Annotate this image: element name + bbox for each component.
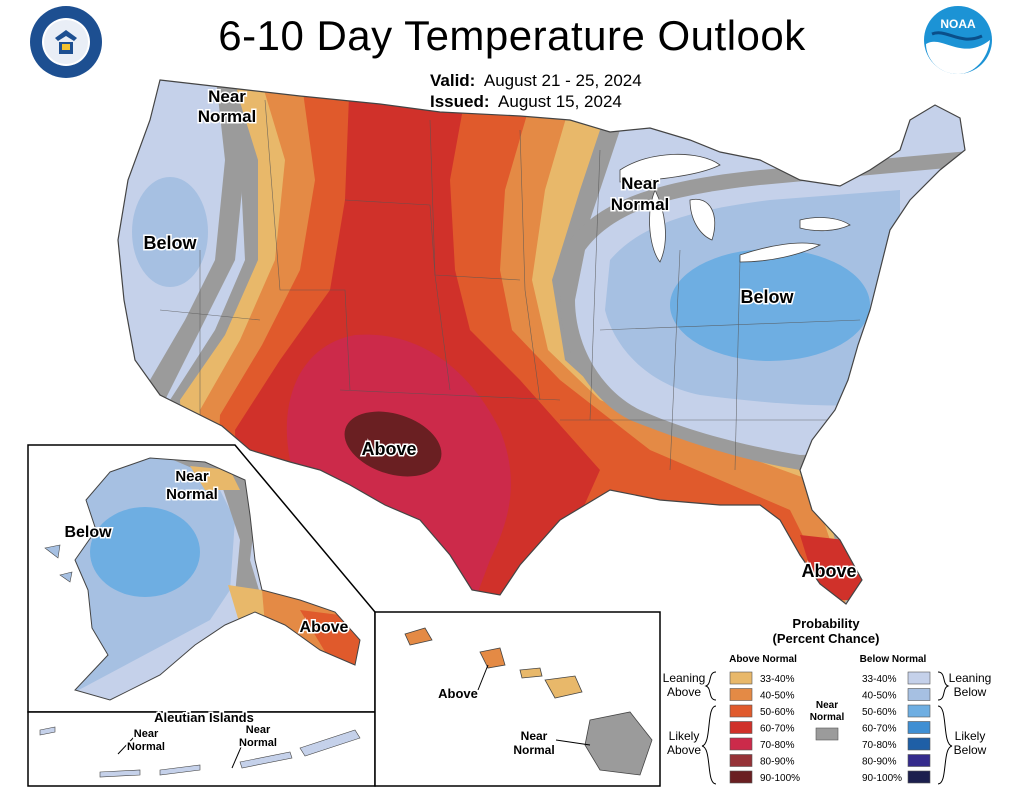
near-normal-label-2: Normal	[810, 712, 845, 723]
above-label-5: 80-90%	[760, 757, 795, 768]
hawaii-near-leader	[555, 739, 591, 746]
alaska-near-label: Near	[175, 468, 209, 485]
below-label-2: 50-60%	[862, 707, 897, 718]
likely-below-label-2: Below	[954, 743, 987, 757]
likely-below-label-1: Likely	[955, 729, 986, 743]
conus-west-below-label: Below	[143, 233, 197, 253]
above-swatch-1	[729, 688, 753, 701]
near-normal-swatch	[815, 727, 839, 741]
above-label-2: 50-60%	[760, 707, 795, 718]
leaning-below-label-2: Below	[954, 685, 987, 699]
noaa-logo-text: NOAA	[940, 17, 976, 31]
likely-above-label-1: Likely	[669, 729, 700, 743]
doc-seal-icon	[30, 6, 102, 78]
legend-below-header: Below Normal	[860, 654, 927, 665]
below-label-4: 70-80%	[862, 740, 897, 751]
noaa-logo-icon: NOAA	[924, 6, 992, 74]
aleutian-normal2-label: Normal	[239, 737, 277, 749]
conus-nw-near-label: Near	[208, 87, 246, 106]
above-swatch-0	[729, 671, 753, 685]
below-swatch-6	[907, 770, 931, 784]
below-swatch-4	[907, 737, 931, 751]
likely-above-brace	[701, 705, 717, 785]
aleutian-title: Aleutian Islands	[154, 710, 254, 725]
issued-label: Issued:	[430, 92, 490, 111]
probability-legend: Probability (Percent Chance) Above Norma…	[663, 616, 992, 785]
above-label-4: 70-80%	[760, 740, 795, 751]
leaning-above-label-2: Above	[667, 685, 701, 699]
above-label-6: 90-100%	[760, 773, 800, 784]
above-label-1: 40-50%	[760, 691, 795, 702]
alaska-islands	[44, 544, 73, 583]
above-swatch-2	[729, 704, 753, 718]
likely-below-brace	[937, 705, 953, 785]
aleutian-near1-leader	[117, 735, 136, 755]
issued-value: August 15, 2024	[498, 92, 622, 111]
likely-above-label-2: Above	[667, 743, 701, 757]
below-label-0: 33-40%	[862, 674, 897, 685]
great-lakes	[619, 153, 851, 263]
above-swatch-4	[729, 737, 753, 751]
issued-line: Issued: August 15, 2024	[430, 91, 642, 112]
below-swatch-5	[907, 754, 931, 767]
below-swatch-3	[907, 721, 931, 734]
hawaii-above-leader	[477, 664, 489, 691]
above-swatch-5	[729, 754, 753, 767]
leaning-above-brace	[704, 671, 717, 701]
conus-sw-above-label: Above	[361, 439, 416, 459]
conus-outline	[117, 79, 966, 605]
aleutian-near2-leader	[231, 737, 246, 769]
conus-shading	[118, 80, 965, 604]
alaska-outline	[74, 457, 361, 701]
valid-line: Valid: August 21 - 25, 2024	[430, 70, 642, 91]
below-swatch-1	[907, 688, 931, 701]
below-label-6: 90-100%	[862, 773, 902, 784]
aleutian-islands	[39, 726, 361, 778]
below-swatch-2	[907, 704, 931, 718]
below-label-1: 40-50%	[862, 691, 897, 702]
valid-label: Valid:	[430, 71, 476, 90]
above-label-3: 60-70%	[760, 724, 795, 735]
hawaii-islands	[404, 627, 653, 776]
legend-title-line1: Probability	[792, 616, 860, 631]
legend-above-header: Above Normal	[729, 654, 797, 665]
above-swatch-3	[729, 721, 753, 734]
conus-east-below-label: Below	[740, 287, 794, 307]
conus-fl-above-label: Above	[801, 561, 856, 581]
above-swatch-6	[729, 770, 753, 784]
below-label-3: 60-70%	[862, 724, 897, 735]
near-normal-label-1: Near	[816, 700, 838, 711]
page-title: 6-10 Day Temperature Outlook	[218, 12, 806, 59]
conus-nw-normal-label: Normal	[198, 107, 257, 126]
conus-mw-near-label: Near	[621, 174, 659, 193]
leaning-above-label-1: Leaning	[663, 671, 706, 685]
leaning-below-label-1: Leaning	[949, 671, 992, 685]
conus-mw-normal-label: Normal	[611, 195, 670, 214]
hawaii-normal-label: Normal	[513, 743, 554, 757]
valid-value: August 21 - 25, 2024	[483, 71, 642, 90]
leaning-below-brace	[937, 671, 950, 701]
alaska-below-label: Below	[64, 524, 112, 541]
hawaii-above-label: Above	[438, 686, 478, 701]
alaska-normal-label: Normal	[166, 486, 218, 503]
aleutian-near2-label: Near	[246, 724, 271, 736]
below-swatch-list: 33-40% 40-50% 50-60% 60-70% 70-80% 80-90% 90-1…	[862, 671, 931, 784]
below-label-5: 80-90%	[862, 757, 897, 768]
aleutian-normal1-label: Normal	[127, 741, 165, 753]
legend-title-line2: (Percent Chance)	[773, 631, 880, 646]
aleutian-near1-label: Near	[134, 728, 159, 740]
above-swatch-list: 33-40% 40-50% 50-60% 60-70% 70-80% 80-90% 90-1…	[729, 671, 800, 784]
hawaii-near-label: Near	[521, 729, 548, 743]
valid-issued-block: Valid: August 21 - 25, 2024 Issued: Augu…	[430, 70, 642, 112]
alaska-above-label: Above	[300, 619, 349, 636]
below-swatch-0	[907, 671, 931, 685]
above-label-0: 33-40%	[760, 674, 795, 685]
